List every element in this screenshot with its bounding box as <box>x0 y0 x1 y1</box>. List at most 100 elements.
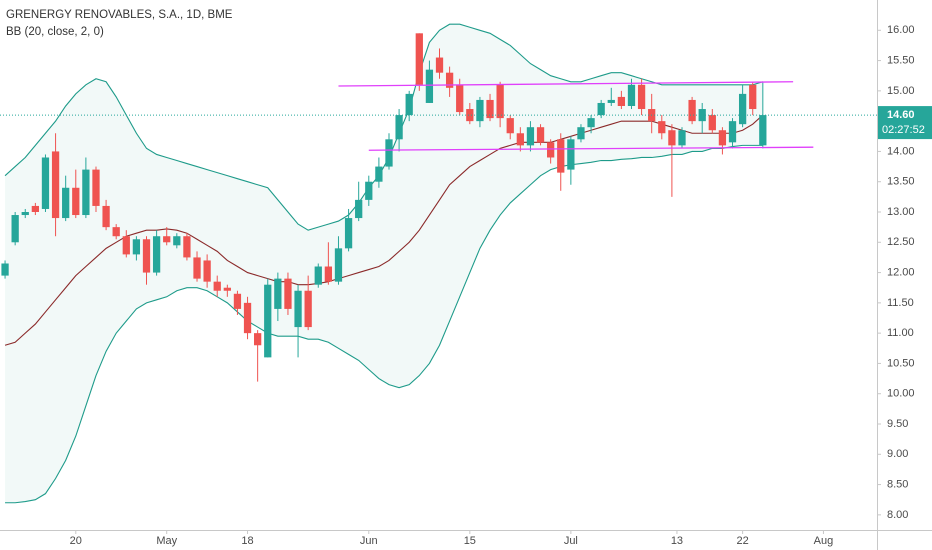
candle-body <box>92 169 100 206</box>
x-tick-label: 18 <box>241 535 253 547</box>
candle-body <box>597 102 605 116</box>
candle-body <box>738 93 747 125</box>
candle-body <box>627 84 636 106</box>
x-tick-label: 22 <box>736 535 748 547</box>
x-tick-label: Jul <box>564 535 578 547</box>
candle-body <box>425 69 434 103</box>
candle-body <box>203 260 211 282</box>
x-tick-label: 20 <box>70 535 82 547</box>
candle-body <box>51 151 60 219</box>
y-tick-label: 9.50 <box>887 418 908 430</box>
candle-body <box>435 57 444 73</box>
candle-body <box>152 236 161 273</box>
y-tick-label: 10.50 <box>887 357 915 369</box>
candle-body <box>476 99 484 122</box>
candle-body <box>334 248 343 282</box>
y-tick-label: 11.50 <box>887 297 914 309</box>
candle-body <box>11 215 19 243</box>
chart-title: GRENERGY RENOVABLES, S.A., 1D, BME <box>6 9 233 21</box>
y-tick-label: 11.00 <box>887 327 914 339</box>
candle-body <box>526 127 535 146</box>
y-tick-label: 13.00 <box>887 206 915 218</box>
candle-body <box>759 115 767 146</box>
y-tick-label: 12.00 <box>887 266 915 278</box>
candle-body <box>132 239 141 255</box>
y-tick-label: 13.50 <box>887 176 915 188</box>
candle-body <box>62 187 70 219</box>
candle-body <box>678 130 686 146</box>
candle-body <box>516 133 524 146</box>
bb-upper-line <box>4 23 763 231</box>
plot-area <box>0 23 877 504</box>
candle-body <box>122 236 130 255</box>
candle-body <box>445 72 454 88</box>
candle-body <box>72 187 80 216</box>
candle-body <box>486 99 494 119</box>
candle-body <box>284 278 292 309</box>
last-price-label: 14.60 <box>887 109 915 121</box>
indicator-label: BB (20, close, 2, 0) <box>6 26 104 38</box>
x-tick-label: Jun <box>360 535 378 547</box>
x-tick-label: May <box>156 535 177 547</box>
candle-body <box>587 118 595 128</box>
candle-body <box>415 33 423 85</box>
candle-body <box>405 93 413 116</box>
candle-body <box>708 115 716 131</box>
candle-body <box>243 302 252 334</box>
y-tick-label: 15.00 <box>887 85 915 97</box>
candle-body <box>82 169 90 216</box>
candle-body <box>456 84 464 113</box>
last-price-badge <box>878 106 932 140</box>
candle-body <box>31 205 40 212</box>
candle-body <box>506 118 514 134</box>
candle-body <box>466 109 474 122</box>
candle-body <box>41 157 50 209</box>
candle-body <box>728 121 737 143</box>
candle-body <box>617 96 626 106</box>
candle-body <box>193 257 201 279</box>
candle-body <box>173 236 181 246</box>
candle-body <box>21 212 29 216</box>
y-tick-label: 9.00 <box>887 448 908 460</box>
trend-line <box>368 146 814 151</box>
bb-lower-line <box>5 144 763 504</box>
candle-body <box>254 333 262 346</box>
candle-body <box>385 139 393 167</box>
candle-body <box>314 266 322 285</box>
candle-body <box>163 236 171 243</box>
trend-line <box>338 81 794 87</box>
y-tick-label: 10.00 <box>887 388 915 400</box>
candle-body <box>324 266 333 282</box>
candle-body <box>355 199 363 219</box>
candle-body <box>102 205 110 228</box>
y-tick-label: 8.50 <box>887 478 908 490</box>
candle-body <box>749 84 757 110</box>
candle-body <box>1 263 9 276</box>
candle-body <box>183 236 191 258</box>
candle-body <box>213 281 221 291</box>
x-tick-label: 13 <box>671 535 683 547</box>
candle-body <box>658 121 666 134</box>
candle-body <box>718 130 727 146</box>
candle-body <box>567 139 575 170</box>
candle-body <box>112 227 120 237</box>
bb-basis-line <box>4 114 764 346</box>
candle-body <box>233 293 242 309</box>
candle-body <box>274 278 282 309</box>
x-tick-label: Aug <box>814 535 834 547</box>
candle-body <box>607 99 615 103</box>
candle-body <box>557 139 565 173</box>
y-tick-label: 16.00 <box>887 24 915 36</box>
candle-body <box>365 181 373 200</box>
candle-body <box>536 127 545 143</box>
candle-body <box>496 84 504 119</box>
candle-body <box>637 84 646 110</box>
candle-body <box>668 130 676 146</box>
candle-body <box>304 290 312 328</box>
candle-body <box>264 284 272 358</box>
candle-body <box>688 99 696 122</box>
candle-body <box>547 142 555 158</box>
